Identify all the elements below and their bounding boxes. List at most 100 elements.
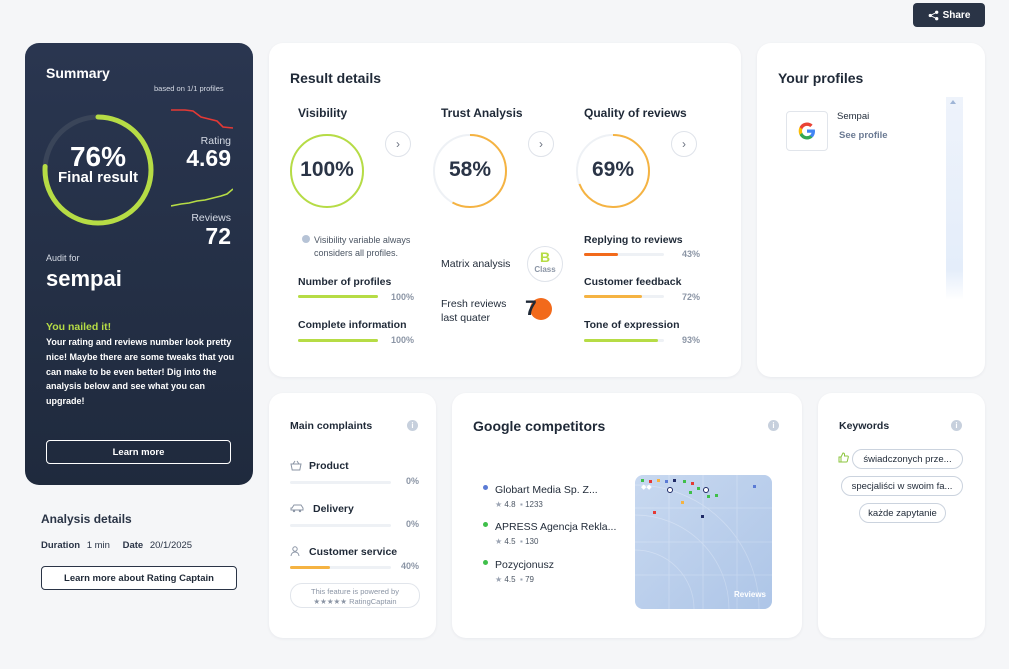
competitor-dot — [483, 485, 488, 490]
reviews-sparkline — [171, 188, 233, 207]
keywords-card: Keywords i świadczonych prze... specjali… — [818, 393, 985, 638]
number-of-profiles-label: Number of profiles — [298, 276, 392, 288]
profile-name: Sempai — [837, 111, 870, 122]
matrix-grade: B — [539, 249, 551, 265]
star-icon: ★ — [495, 500, 503, 509]
map-label: ◆◆ — [641, 484, 652, 491]
google-competitors-title: Google competitors — [473, 418, 606, 434]
complete-information-value: 100% — [390, 335, 414, 345]
map-grid — [635, 475, 772, 609]
learn-rating-captain-button[interactable]: Learn more about Rating Captain — [41, 566, 237, 590]
profiles-scrollbar[interactable] — [946, 97, 963, 300]
delivery-label: Delivery — [313, 503, 354, 515]
share-icon — [928, 10, 938, 20]
thumbs-up-icon — [838, 452, 849, 463]
competitor-rating: 4.5 — [504, 575, 516, 584]
google-logo-icon — [798, 122, 815, 140]
tone-value: 93% — [681, 335, 700, 345]
keyword-pill[interactable]: świadczonych prze... — [852, 449, 963, 469]
powered-by-brand: ★★★★★ RatingCaptain — [313, 597, 397, 606]
powered-by-text: This feature is powered by — [311, 587, 399, 596]
result-details-title: Result details — [290, 70, 382, 86]
map-pin-active — [667, 487, 673, 493]
info-icon[interactable]: i — [951, 420, 962, 431]
based-on-text: based on 1/1 profiles — [154, 84, 224, 93]
reviews-label: Reviews — [191, 212, 231, 224]
customer-feedback-label: Customer feedback — [584, 276, 682, 288]
map-pin — [707, 495, 710, 498]
person-icon — [290, 546, 300, 557]
info-icon[interactable]: i — [407, 420, 418, 431]
replying-bar — [584, 253, 664, 256]
info-icon[interactable]: i — [768, 420, 779, 431]
matrix-class: Class — [534, 265, 556, 274]
map-pin — [753, 485, 756, 488]
final-label: Final result — [57, 169, 139, 186]
car-icon — [290, 504, 304, 513]
map-pin — [653, 511, 656, 514]
trust-analysis-title: Trust Analysis — [441, 106, 523, 120]
quality-percent: 69% — [591, 158, 635, 181]
competitor-rating: 4.8 — [504, 500, 516, 509]
date-value: 20/1/2025 — [149, 540, 193, 551]
competitor-dot — [483, 560, 488, 565]
reviews-value: 72 — [205, 223, 231, 249]
replying-label: Replying to reviews — [584, 234, 683, 246]
map-pin — [673, 479, 676, 482]
star-icon: ★ — [495, 575, 503, 584]
analysis-meta: Duration 1 min Date 20/1/2025 — [41, 540, 202, 551]
main-complaints-title: Main complaints — [290, 420, 373, 432]
comment-icon: ▪ — [519, 575, 523, 584]
map-pin — [683, 480, 686, 483]
competitor-rating: 4.5 — [504, 537, 516, 546]
chevron-right-icon: › — [396, 137, 400, 151]
learn-more-button[interactable]: Learn more — [46, 440, 231, 464]
share-label: Share — [942, 9, 971, 21]
competitor-reviews: 130 — [525, 537, 539, 546]
info-icon — [302, 235, 310, 243]
keyword-pill[interactable]: specjaliści w swoim fa... — [841, 476, 963, 496]
share-button[interactable]: Share — [913, 3, 985, 27]
map-pin-active — [703, 487, 709, 493]
audit-for-label: Audit for — [46, 253, 80, 263]
number-of-profiles-bar — [298, 295, 378, 298]
visibility-arrow-button[interactable]: › — [385, 131, 411, 157]
result-details-card: Result details Visibility 100% › Visibil… — [269, 43, 741, 377]
competitor-name: APRESS Agencja Rekla... — [495, 521, 617, 533]
chevron-right-icon: › — [682, 137, 686, 151]
delivery-value: 0% — [405, 519, 419, 529]
map-reviews-label: Reviews — [733, 590, 766, 599]
trust-percent: 58% — [448, 158, 492, 181]
rating-label: Rating — [200, 135, 231, 147]
competitor-name: Pozycjonusz — [495, 559, 554, 571]
customer-service-label: Customer service — [309, 546, 398, 558]
quality-arrow-button[interactable]: › — [671, 131, 697, 157]
your-profiles-card: Your profiles Sempai See profile — [757, 43, 985, 377]
final-result-ring — [42, 114, 154, 226]
competitor-meta: ★ 4.5 ▪ 130 — [495, 537, 538, 546]
rating-sparkline — [171, 109, 233, 129]
fresh-reviews-indicator — [530, 298, 552, 320]
google-g-icon — [786, 111, 828, 151]
complete-information-label: Complete information — [298, 319, 407, 331]
see-profile-link[interactable]: See profile — [839, 130, 888, 141]
competitor-reviews: 79 — [525, 575, 534, 584]
map-pin — [649, 480, 652, 483]
star-icon: ★ — [495, 537, 503, 546]
scroll-up-icon[interactable] — [950, 100, 956, 104]
customer-feedback-value: 72% — [681, 292, 700, 302]
quality-ring — [576, 134, 650, 208]
map-pin — [689, 491, 692, 494]
fresh-reviews-value: 7 — [525, 297, 537, 320]
competitors-map[interactable]: ◆◆ Reviews — [635, 475, 772, 609]
summary-description: Your rating and reviews number look pret… — [46, 337, 235, 407]
keywords-title: Keywords — [839, 420, 890, 432]
keyword-pill[interactable]: każde zapytanie — [859, 503, 946, 523]
trust-arrow-button[interactable]: › — [528, 131, 554, 157]
comment-icon: ▪ — [519, 537, 523, 546]
competitor-dot — [483, 522, 488, 527]
competitor-name: Globart Media Sp. Z... — [495, 484, 598, 496]
audit-name: sempai — [46, 266, 122, 291]
replying-value: 43% — [681, 249, 700, 259]
product-bar — [290, 481, 391, 484]
